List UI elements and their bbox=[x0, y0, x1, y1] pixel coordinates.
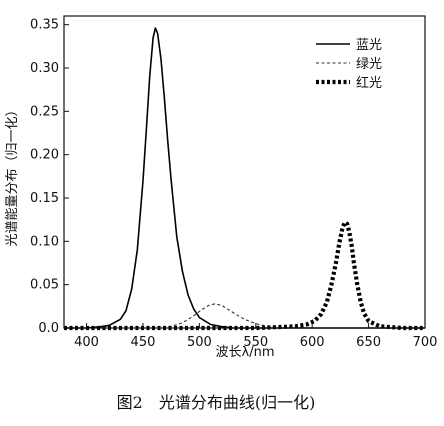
plot-area bbox=[64, 27, 425, 331]
y-tick-label: 0.0 bbox=[38, 321, 59, 336]
x-tick-label: 650 bbox=[356, 335, 381, 350]
series-line-2 bbox=[64, 220, 425, 331]
y-tick-label: 0.35 bbox=[30, 18, 59, 33]
x-tick-label: 700 bbox=[413, 335, 438, 350]
series-line-0 bbox=[64, 27, 425, 329]
x-tick-label: 400 bbox=[74, 335, 99, 350]
plot-frame bbox=[63, 15, 426, 329]
y-tick-label: 0.15 bbox=[30, 191, 59, 206]
x-tick-label: 550 bbox=[243, 335, 268, 350]
x-tick-label: 500 bbox=[187, 335, 212, 350]
x-axis-title: 波长λ/nm bbox=[216, 345, 275, 360]
y-tick-label: 0.30 bbox=[30, 61, 59, 76]
figure-caption: 图2 光谱分布曲线(归一化) bbox=[117, 393, 316, 412]
legend-label-1: 绿光 bbox=[356, 57, 382, 72]
y-tick-label: 0.25 bbox=[30, 104, 59, 119]
legend-label-2: 红光 bbox=[356, 75, 382, 91]
series-line-1 bbox=[64, 303, 425, 329]
x-tick-label: 600 bbox=[300, 335, 325, 350]
axes: 400 450 500 550 600 650 700 0.0 0.05 0.10 0.15 0.20… bbox=[30, 15, 438, 350]
y-tick-label: 0.20 bbox=[30, 148, 59, 163]
y-axis-title: 光谱能量分布（归一化） bbox=[5, 103, 20, 246]
y-tick-label: 0.05 bbox=[30, 278, 59, 293]
legend-label-0: 蓝光 bbox=[356, 38, 382, 53]
y-tick-label: 0.10 bbox=[30, 234, 59, 249]
x-tick-label: 450 bbox=[131, 335, 156, 350]
